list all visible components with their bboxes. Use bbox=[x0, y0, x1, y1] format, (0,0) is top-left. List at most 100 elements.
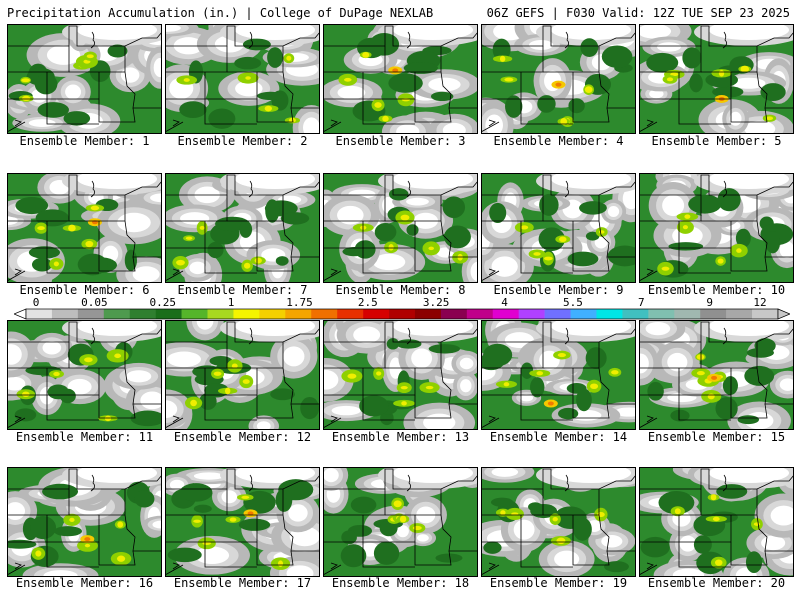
precip-map bbox=[323, 173, 478, 283]
ensemble-member-label: Ensemble Member: 11 bbox=[15, 430, 154, 444]
state-borders bbox=[323, 321, 478, 429]
color-scale-swatch bbox=[26, 309, 53, 319]
color-scale-swatch bbox=[700, 309, 727, 319]
precip-map bbox=[323, 467, 478, 577]
color-scale-swatch bbox=[518, 309, 545, 319]
color-scale-swatch bbox=[414, 309, 442, 319]
precip-map bbox=[481, 467, 636, 577]
color-scale-tick-label: 0.05 bbox=[81, 296, 108, 309]
color-scale-legend: 0 0.05 0.25 1 1.75 2.5 3.25 4 5.5 7 9 12 bbox=[14, 296, 790, 320]
ensemble-member-label: Ensemble Member: 17 bbox=[173, 576, 312, 590]
state-borders bbox=[165, 174, 320, 282]
precip-map bbox=[639, 320, 794, 430]
color-scale-swatch bbox=[129, 309, 156, 319]
ensemble-member-map bbox=[165, 24, 320, 134]
ensemble-member-label: Ensemble Member: 20 bbox=[647, 576, 786, 590]
color-scale-swatch bbox=[752, 309, 779, 319]
ensemble-member-label: Ensemble Member: 10 bbox=[647, 283, 786, 297]
ensemble-member-map bbox=[639, 467, 794, 577]
color-scale-swatch bbox=[622, 309, 649, 319]
ensemble-member-label: Ensemble Member: 4 bbox=[493, 134, 624, 148]
state-borders bbox=[481, 468, 636, 576]
color-scale-swatch bbox=[648, 309, 675, 319]
state-borders bbox=[7, 321, 162, 429]
precip-map bbox=[481, 320, 636, 430]
color-scale-swatch bbox=[207, 309, 234, 319]
color-scale-bar bbox=[14, 308, 790, 320]
color-scale-tick-label: 3.25 bbox=[422, 296, 450, 309]
ensemble-member-label: Ensemble Member: 3 bbox=[335, 134, 466, 148]
ensemble-member-map bbox=[165, 467, 320, 577]
ensemble-member-map bbox=[323, 320, 478, 430]
state-borders bbox=[7, 174, 162, 282]
ensemble-member-label: Ensemble Member: 2 bbox=[177, 134, 308, 148]
color-scale-tick-label: 0.25 bbox=[149, 296, 176, 309]
precip-map bbox=[165, 24, 320, 134]
ensemble-member-map bbox=[7, 173, 162, 283]
color-scale-swatch bbox=[337, 309, 364, 319]
ensemble-member-map bbox=[7, 320, 162, 430]
ensemble-member-label: Ensemble Member: 8 bbox=[335, 283, 466, 297]
ensemble-member-label: Ensemble Member: 19 bbox=[489, 576, 628, 590]
state-borders bbox=[481, 321, 636, 429]
state-borders bbox=[639, 468, 794, 576]
color-scale-tick-label: 1.75 bbox=[286, 296, 313, 309]
ensemble-member-map bbox=[165, 320, 320, 430]
precip-map bbox=[165, 467, 320, 577]
color-scale-tick-label: 5.5 bbox=[562, 296, 583, 309]
color-scale-swatch bbox=[155, 309, 182, 319]
state-borders bbox=[7, 468, 162, 576]
color-scale-tick-label: 1 bbox=[227, 296, 235, 309]
ensemble-member-map bbox=[639, 24, 794, 134]
color-scale-swatch bbox=[181, 309, 208, 319]
precip-map bbox=[639, 173, 794, 283]
color-scale-swatch bbox=[311, 309, 338, 319]
state-borders bbox=[639, 174, 794, 282]
color-scale-swatch bbox=[440, 309, 468, 319]
ensemble-member-map bbox=[481, 24, 636, 134]
ensemble-member-label: Ensemble Member: 7 bbox=[177, 283, 308, 297]
ensemble-member-map bbox=[7, 467, 162, 577]
map-title: Precipitation Accumulation (in.) | Colle… bbox=[7, 6, 434, 20]
precip-map bbox=[7, 320, 162, 430]
precip-map bbox=[323, 320, 478, 430]
state-borders bbox=[481, 25, 636, 133]
ensemble-member-map bbox=[481, 173, 636, 283]
ensemble-member-map bbox=[639, 320, 794, 430]
state-borders bbox=[165, 25, 320, 133]
state-borders bbox=[165, 468, 320, 576]
color-scale-swatch bbox=[259, 309, 286, 319]
state-borders bbox=[639, 321, 794, 429]
precip-map bbox=[165, 173, 320, 283]
ensemble-member-label: Ensemble Member: 13 bbox=[331, 430, 470, 444]
color-scale-swatch bbox=[570, 309, 597, 319]
ensemble-member-map bbox=[165, 173, 320, 283]
state-borders bbox=[323, 468, 478, 576]
state-borders bbox=[323, 174, 478, 282]
color-scale-tick-label: 9 bbox=[706, 296, 713, 309]
precip-map bbox=[481, 24, 636, 134]
precip-map bbox=[7, 24, 162, 134]
precip-map bbox=[639, 24, 794, 134]
color-scale-swatch bbox=[233, 309, 260, 319]
ensemble-member-map bbox=[481, 467, 636, 577]
color-scale-tick-label: 12 bbox=[753, 296, 767, 309]
color-scale-swatch bbox=[103, 309, 131, 319]
ensemble-member-label: Ensemble Member: 14 bbox=[489, 430, 628, 444]
color-scale-swatch bbox=[674, 309, 701, 319]
ensemble-member-map bbox=[639, 173, 794, 283]
precip-map bbox=[7, 467, 162, 577]
color-scale-tick-label: 2.5 bbox=[357, 296, 378, 309]
state-borders bbox=[7, 25, 162, 133]
precip-map bbox=[7, 173, 162, 283]
color-scale-swatch bbox=[466, 309, 494, 319]
valid-time: 06Z GEFS | F030 Valid: 12Z TUE SEP 23 20… bbox=[486, 6, 790, 20]
color-scale-swatch bbox=[285, 309, 312, 319]
color-scale-tick-label: 4 bbox=[501, 296, 508, 309]
state-borders bbox=[165, 321, 320, 429]
state-borders bbox=[323, 25, 478, 133]
ensemble-member-label: Ensemble Member: 1 bbox=[19, 134, 150, 148]
color-scale-swatch bbox=[77, 309, 105, 319]
color-scale-swatch bbox=[726, 309, 753, 319]
ensemble-member-label: Ensemble Member: 15 bbox=[647, 430, 786, 444]
